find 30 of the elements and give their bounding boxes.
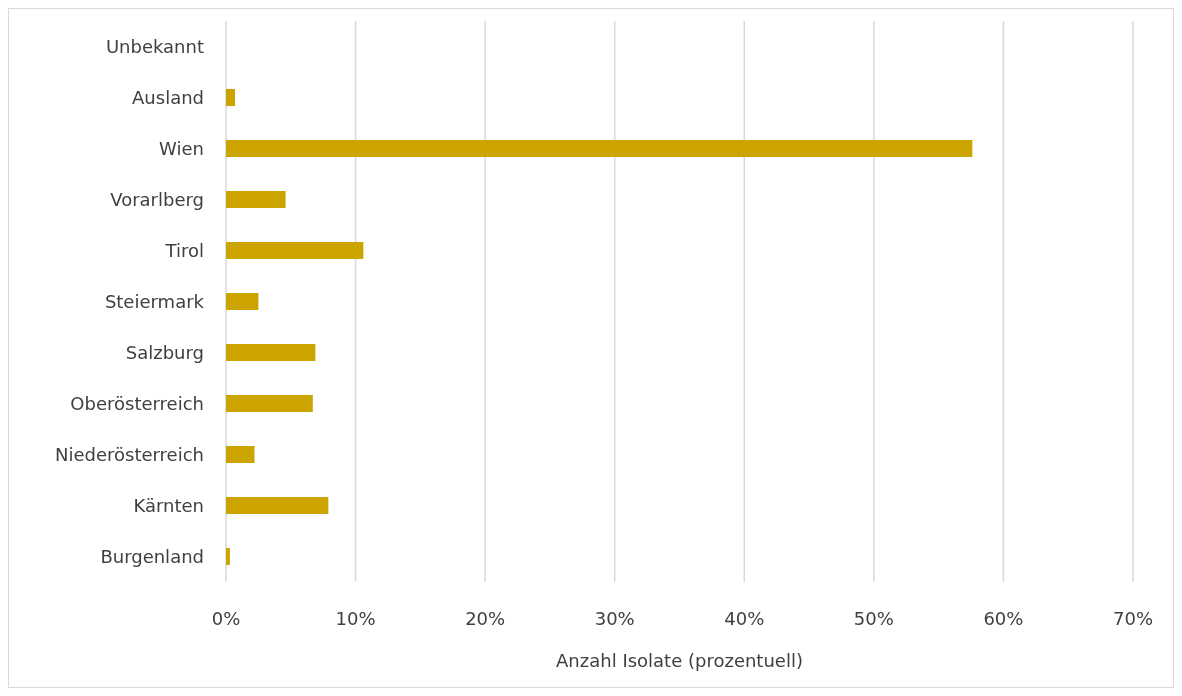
bar	[226, 140, 973, 157]
bar	[226, 293, 259, 310]
x-tick-label: 70%	[1112, 607, 1154, 629]
y-tick-label: Niederösterreich	[54, 443, 204, 465]
y-tick-label: Wien	[159, 137, 204, 159]
y-tick-label: Burgenland	[100, 545, 204, 567]
y-tick-label: Ausland	[132, 86, 204, 108]
bar	[226, 344, 316, 361]
x-tick-label: 50%	[853, 607, 894, 629]
y-tick-label: Steiermark	[104, 290, 205, 312]
x-tick-label: 0%	[211, 607, 241, 629]
y-tick-label: Oberösterreich	[70, 392, 204, 414]
y-tick-label: Tirol	[164, 239, 204, 261]
bar	[226, 497, 329, 514]
x-tick-label: 40%	[724, 607, 765, 629]
bar	[226, 548, 230, 565]
bar	[226, 242, 364, 259]
x-tick-label: 30%	[594, 607, 635, 629]
y-tick-label: Salzburg	[125, 341, 204, 363]
y-tick-label: Kärnten	[133, 494, 204, 516]
bar	[226, 89, 236, 106]
bar	[226, 446, 255, 463]
x-tick-label: 10%	[335, 607, 376, 629]
y-tick-label: Unbekannt	[105, 35, 204, 57]
y-tick-label: Vorarlberg	[110, 188, 204, 210]
x-tick-label: 20%	[465, 607, 506, 629]
bar	[226, 191, 286, 208]
x-axis-title: Anzahl Isolate (prozentuell)	[556, 650, 803, 671]
x-tick-label: 60%	[983, 607, 1024, 629]
bar	[226, 395, 313, 412]
